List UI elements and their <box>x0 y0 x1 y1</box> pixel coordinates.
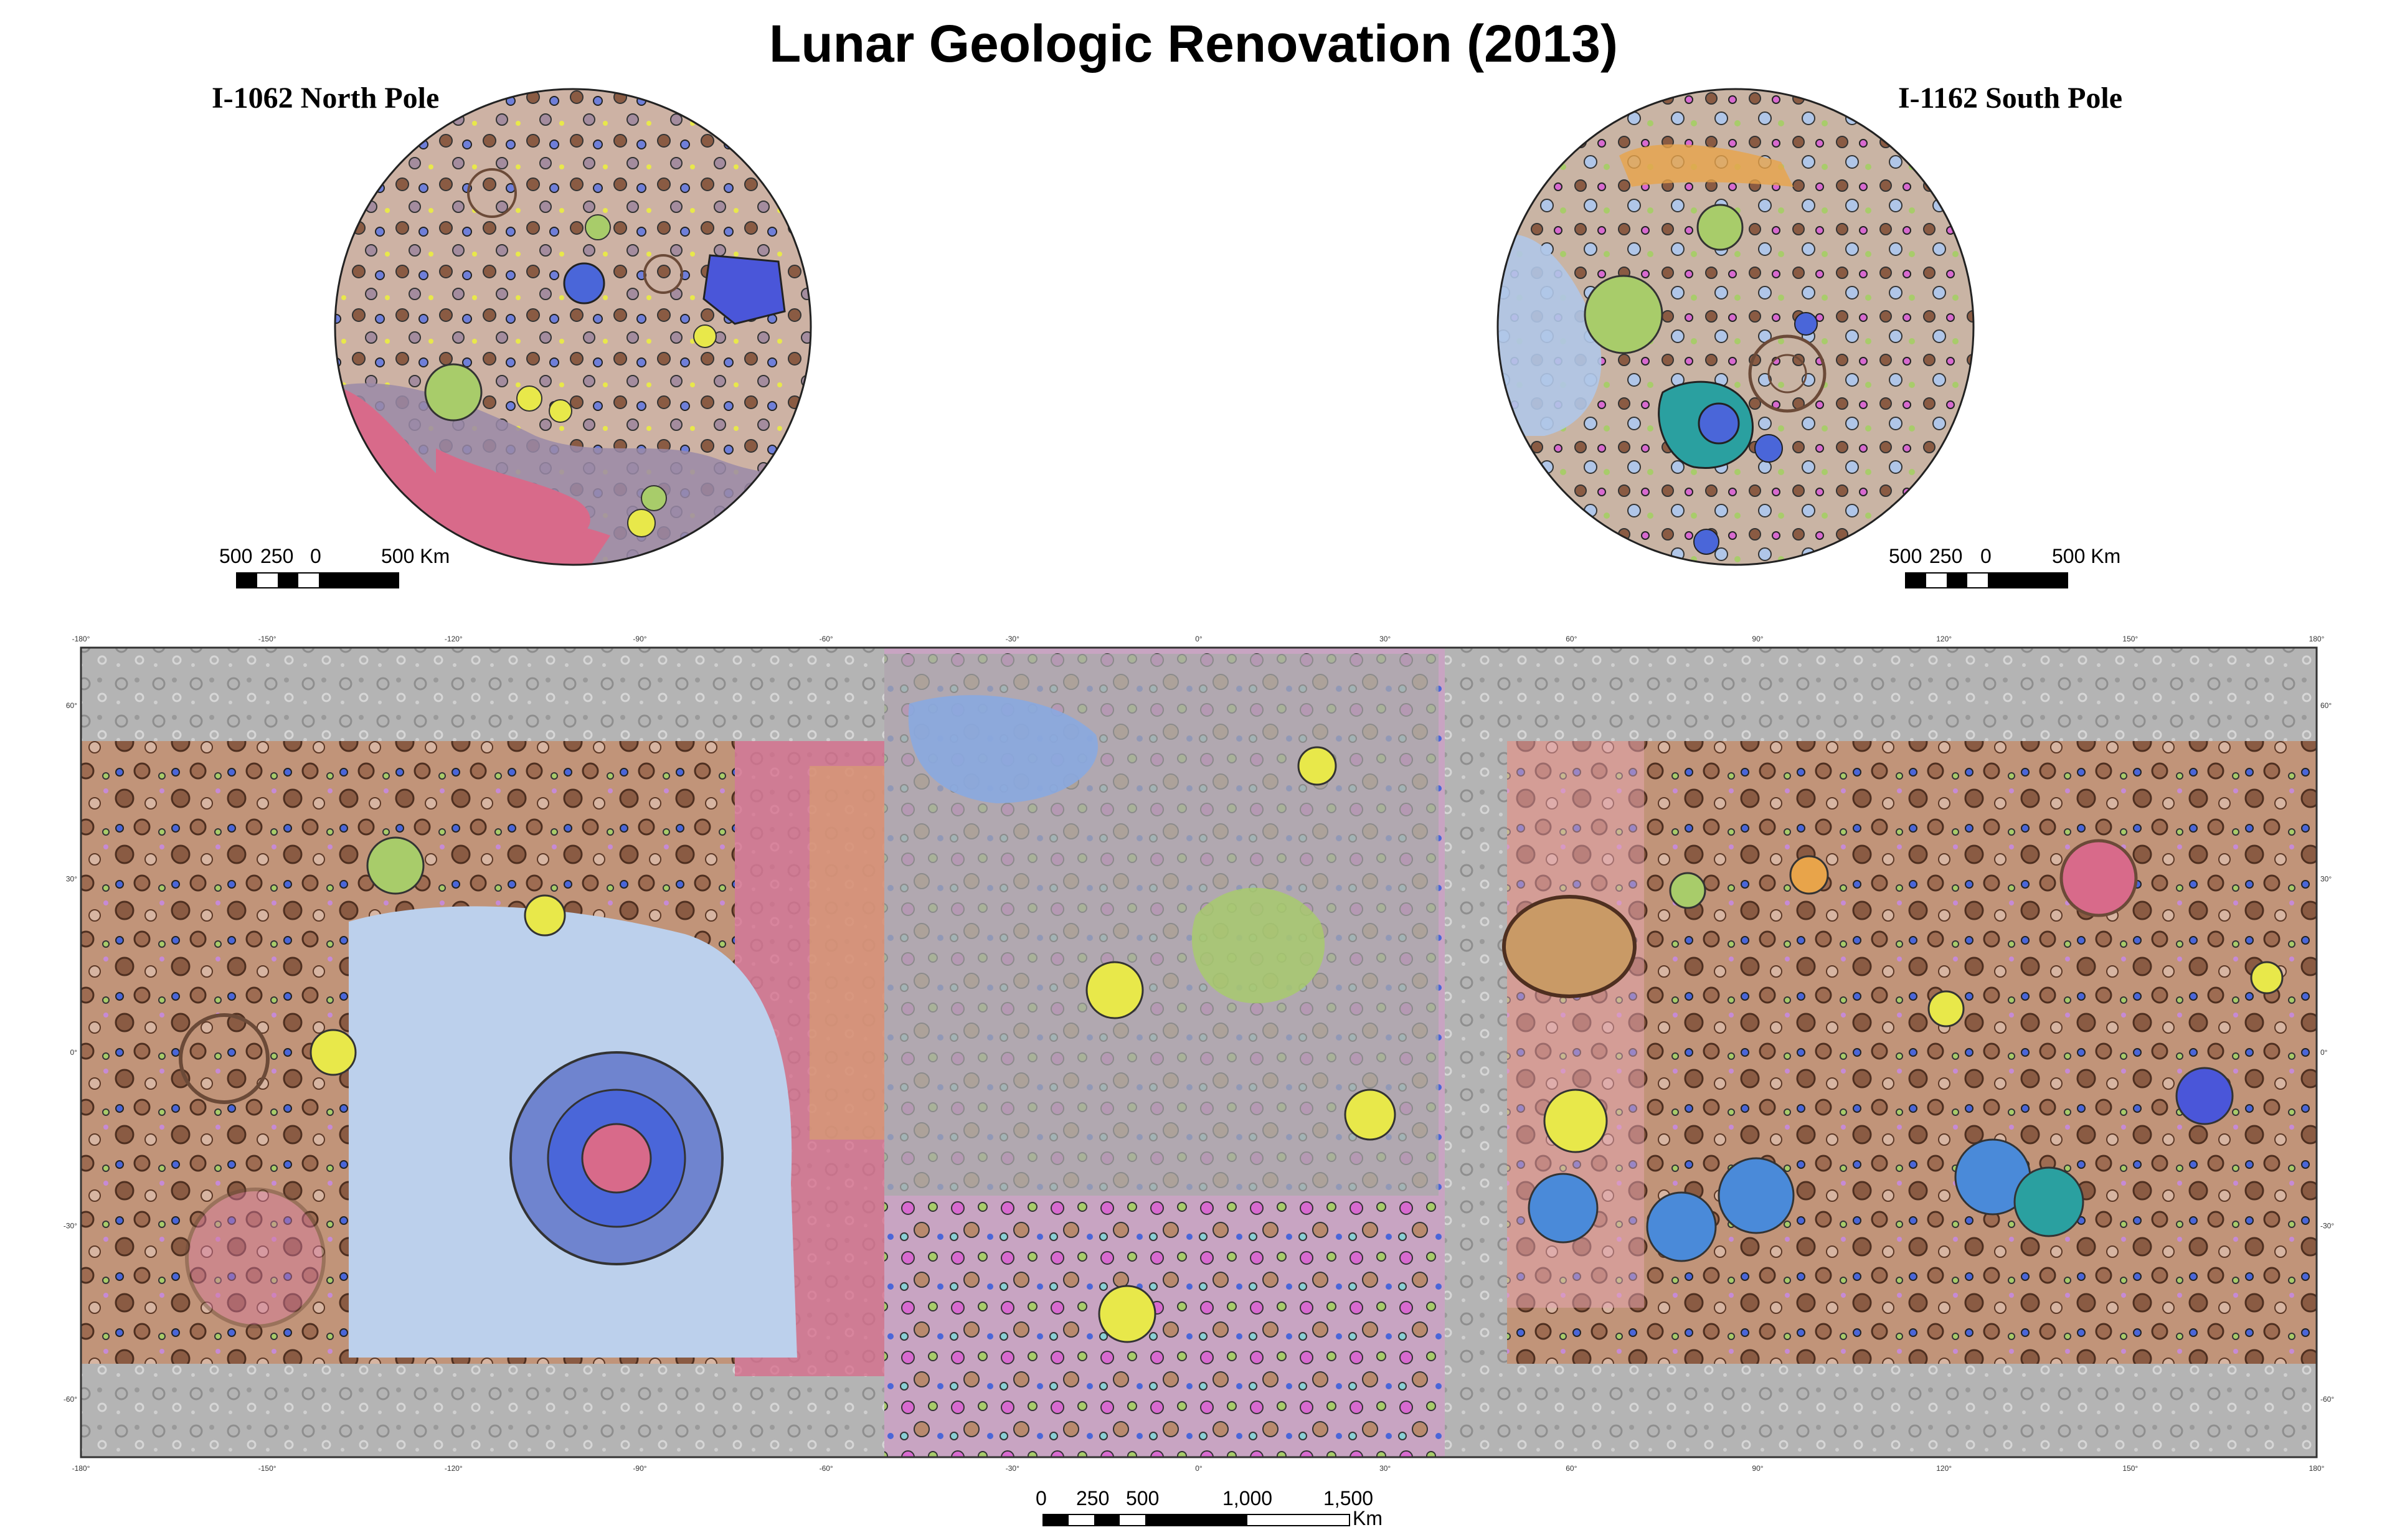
south-pole-scale-bar <box>1905 572 2068 588</box>
main-scale-label-500: 500 <box>1126 1487 1160 1509</box>
longitude-tick-label: -120° <box>445 635 463 643</box>
longitude-tick-label: -60° <box>820 635 833 643</box>
longitude-tick-label: -180° <box>72 635 90 643</box>
main-scale-unit: Km <box>1353 1507 1383 1529</box>
main-scale-label-1500: 1,500 <box>1323 1487 1374 1509</box>
longitude-tick-label: 60° <box>1566 635 1577 643</box>
longitude-tick-label: -150° <box>258 1464 277 1473</box>
main-map <box>80 646 2318 1458</box>
latitude-tick-label: -60° <box>2320 1395 2334 1404</box>
longitude-tick-label: 150° <box>2122 1464 2138 1473</box>
latitude-ticks-left: 60° 30° 0° -30° -60° <box>64 701 77 1404</box>
longitude-tick-label: -180° <box>72 1464 90 1473</box>
longitude-tick-label: -30° <box>1006 1464 1019 1473</box>
latitude-tick-label: 60° <box>66 701 77 710</box>
main-scale-label-250: 250 <box>1076 1487 1110 1509</box>
longitude-tick-label: 150° <box>2122 635 2138 643</box>
south-pole-map <box>1496 88 1975 566</box>
north-pole-map <box>334 88 812 566</box>
latitude-tick-label: 0° <box>2320 1048 2328 1057</box>
north-scale-label-0: 0 <box>310 545 321 567</box>
latitude-tick-label: 60° <box>2320 701 2332 710</box>
main-scale-label-1000: 1,000 <box>1222 1487 1273 1509</box>
longitude-tick-label: -30° <box>1006 635 1019 643</box>
latitude-tick-label: 30° <box>66 874 77 883</box>
longitude-tick-label: 60° <box>1566 1464 1577 1473</box>
south-pole-label: I-1162 South Pole <box>1898 82 2123 115</box>
longitude-tick-label: 120° <box>1936 1464 1952 1473</box>
latitude-tick-label: -30° <box>64 1222 77 1231</box>
longitude-tick-label: -120° <box>445 1464 463 1473</box>
main-scale-label-0: 0 <box>1036 1487 1047 1509</box>
longitude-tick-label: 180° <box>2309 1464 2325 1473</box>
south-scale-label-250: 250 <box>1929 545 1963 567</box>
longitude-ticks-bottom: -180° -150° -120° -90° -60° -30° 0° 30° 60° 90° 12… <box>72 1464 2325 1473</box>
longitude-tick-label: 0° <box>1195 635 1203 643</box>
longitude-tick-label: 120° <box>1936 635 1952 643</box>
north-scale-label-500: 500 <box>219 545 253 567</box>
longitude-tick-label: 30° <box>1379 635 1391 643</box>
longitude-tick-label: 90° <box>1752 1464 1763 1473</box>
north-pole-label: I-1062 North Pole <box>212 82 440 115</box>
north-scale-label-500km: 500 Km <box>381 545 450 567</box>
longitude-tick-label: -60° <box>820 1464 833 1473</box>
latitude-tick-label: 0° <box>70 1048 78 1057</box>
longitude-tick-label: -150° <box>258 635 277 643</box>
longitude-tick-label: -90° <box>633 1464 646 1473</box>
longitude-tick-label: 30° <box>1379 1464 1391 1473</box>
north-pole-scale-bar <box>236 572 399 588</box>
longitude-ticks-top: -180° -150° -120° -90° -60° -30° 0° 30° 60° 90° 12… <box>72 635 2325 643</box>
longitude-tick-label: 180° <box>2309 635 2325 643</box>
south-scale-label-500: 500 <box>1889 545 1922 567</box>
latitude-tick-label: 30° <box>2320 874 2332 883</box>
main-scale-bar <box>1042 1514 1350 1526</box>
longitude-tick-label: 90° <box>1752 635 1763 643</box>
latitude-tick-label: -60° <box>64 1395 77 1404</box>
south-scale-label-0: 0 <box>1980 545 1992 567</box>
south-scale-label-500km: 500 Km <box>2052 545 2121 567</box>
map-title: Lunar Geologic Renovation (2013) <box>769 14 1618 73</box>
latitude-tick-label: -30° <box>2320 1222 2334 1231</box>
latitude-ticks-right: 60° 30° 0° -30° -60° <box>2320 701 2334 1404</box>
longitude-tick-label: 0° <box>1195 1464 1203 1473</box>
north-scale-label-250: 250 <box>260 545 294 567</box>
longitude-tick-label: -90° <box>633 635 646 643</box>
